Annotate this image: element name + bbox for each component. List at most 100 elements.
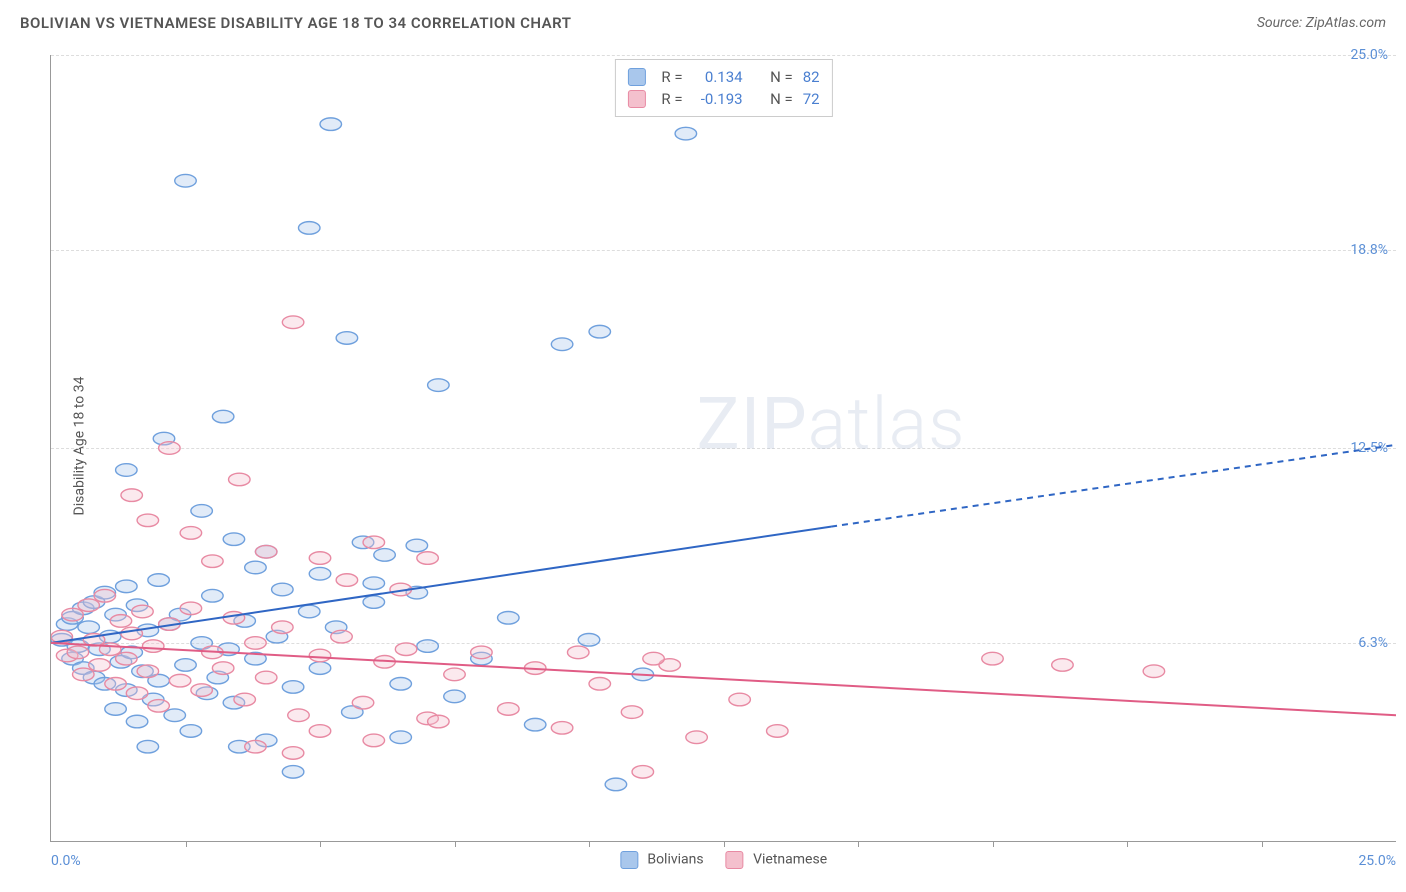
scatter-point: [164, 709, 186, 722]
scatter-point: [105, 703, 127, 716]
scatter-point: [767, 725, 789, 738]
scatter-point: [417, 552, 439, 565]
x-tick: [858, 841, 859, 847]
scatter-point: [78, 621, 100, 634]
scatter-point: [363, 536, 385, 549]
scatter-point: [336, 574, 358, 587]
scatter-point: [282, 681, 304, 694]
scatter-point: [78, 599, 100, 612]
scatter-point: [132, 605, 154, 618]
trend-line-extrapolated: [831, 445, 1396, 527]
x-tick: [724, 841, 725, 847]
scatter-point: [374, 549, 396, 562]
scatter-point: [567, 646, 589, 659]
chart-header: BOLIVIAN VS VIETNAMESE DISABILITY AGE 18…: [0, 0, 1406, 42]
scatter-point: [309, 552, 331, 565]
scatter-point: [272, 621, 294, 634]
r-value-0: 0.134: [693, 68, 743, 86]
scatter-point: [245, 637, 267, 650]
series-legend-label-1: Vietnamese: [753, 852, 827, 868]
scatter-point: [255, 671, 277, 684]
correlation-legend: R = 0.134 N = 82 R = -0.193 N = 72: [614, 59, 832, 117]
scatter-point: [180, 527, 202, 540]
chart-plot-area: ZIPatlas R = 0.134 N = 82 R = -0.193 N =…: [50, 55, 1396, 842]
legend-swatch-vietnamese: [627, 90, 645, 108]
scatter-point: [137, 514, 159, 527]
scatter-point: [444, 668, 466, 681]
scatter-point: [142, 640, 164, 653]
n-prefix: N =: [770, 68, 793, 86]
source-name: ZipAtlas.com: [1306, 15, 1386, 31]
scatter-point: [191, 684, 213, 697]
scatter-point: [686, 731, 708, 744]
scatter-point: [395, 643, 417, 656]
scatter-point: [126, 715, 148, 728]
correlation-legend-row-0: R = 0.134 N = 82: [627, 66, 819, 88]
scatter-point: [298, 222, 320, 235]
scatter-point: [982, 652, 1004, 665]
scatter-point: [94, 589, 116, 602]
scatter-point: [288, 709, 310, 722]
r-prefix: R =: [661, 90, 682, 108]
series-legend-item-0: Bolivians: [620, 851, 704, 869]
scatter-point: [234, 693, 256, 706]
trend-line: [51, 527, 831, 643]
scatter-point: [116, 580, 138, 593]
legend-swatch-bolivians-bottom: [620, 851, 638, 869]
x-tick: [1262, 841, 1263, 847]
scatter-point: [282, 747, 304, 760]
scatter-point: [729, 693, 751, 706]
scatter-point: [73, 668, 95, 681]
scatter-point: [589, 678, 611, 691]
scatter-point: [175, 174, 197, 187]
scatter-point: [1052, 659, 1074, 672]
scatter-point: [148, 574, 170, 587]
scatter-point: [223, 533, 245, 546]
scatter-point: [105, 678, 127, 691]
scatter-point: [417, 640, 439, 653]
scatter-point: [444, 690, 466, 703]
scatter-point: [352, 696, 374, 709]
scatter-point: [524, 718, 546, 731]
scatter-point: [320, 118, 342, 131]
scatter-point: [255, 545, 277, 558]
scatter-point: [245, 561, 267, 574]
scatter-point: [643, 652, 665, 665]
scatter-point: [191, 505, 213, 518]
scatter-point: [175, 659, 197, 672]
scatter-point: [229, 473, 251, 486]
x-tick: [186, 841, 187, 847]
x-tick: [320, 841, 321, 847]
scatter-point: [1143, 665, 1165, 678]
source-attribution: Source: ZipAtlas.com: [1257, 15, 1386, 31]
scatter-point: [110, 615, 132, 628]
scatter-point: [589, 325, 611, 338]
x-origin-label: 0.0%: [51, 853, 81, 869]
scatter-point: [498, 611, 520, 624]
scatter-point: [363, 577, 385, 590]
series-legend-item-1: Vietnamese: [726, 851, 828, 869]
scatter-point: [282, 766, 304, 779]
scatter-point: [632, 766, 654, 779]
scatter-point: [202, 589, 224, 602]
scatter-point: [137, 740, 159, 753]
scatter-point: [428, 379, 450, 392]
scatter-point: [675, 127, 697, 140]
scatter-point: [126, 687, 148, 700]
scatter-point: [282, 316, 304, 329]
scatter-point: [578, 633, 600, 646]
scatter-point: [180, 602, 202, 615]
scatter-point: [309, 725, 331, 738]
scatter-point: [390, 731, 412, 744]
x-tick: [1127, 841, 1128, 847]
series-legend-label-0: Bolivians: [647, 852, 703, 868]
scatter-point: [212, 662, 234, 675]
scatter-point: [180, 725, 202, 738]
n-prefix: N =: [770, 90, 793, 108]
scatter-point: [159, 442, 181, 455]
scatter-point: [148, 700, 170, 713]
scatter-point: [428, 715, 450, 728]
scatter-point: [116, 464, 138, 477]
r-value-1: -0.193: [693, 90, 743, 108]
scatter-point: [202, 555, 224, 568]
